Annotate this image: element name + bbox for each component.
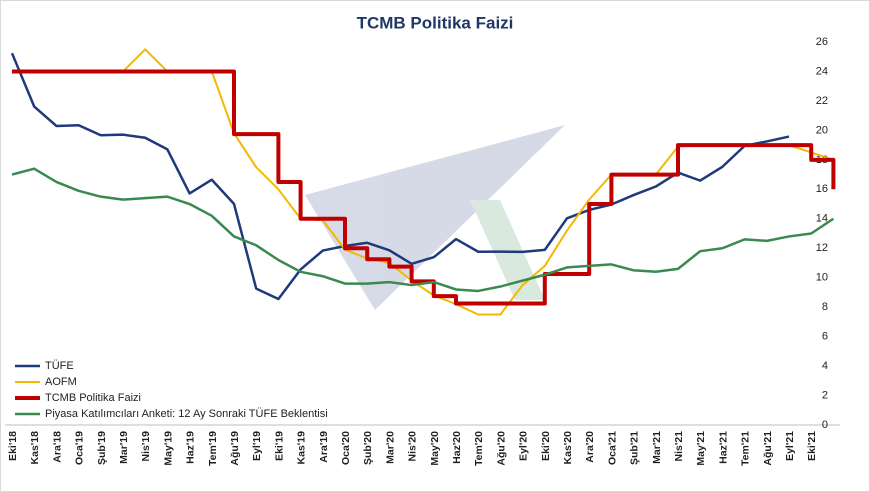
x-tick-label: May'21	[695, 431, 707, 466]
x-tick-label: May'20	[429, 431, 441, 466]
x-tick-label: Ara'20	[584, 431, 596, 463]
x-tick-label: Eki'18	[7, 431, 19, 461]
x-tick-label: Şub'20	[362, 431, 374, 465]
x-tick-label: Tem'21	[740, 431, 752, 466]
x-tick-label: Oca'19	[74, 431, 86, 465]
x-tick-label: Eki'20	[540, 431, 552, 461]
x-tick-label: Kas'19	[296, 431, 308, 465]
y-tick-label: 12	[816, 242, 828, 254]
x-tick-label: Ağu'21	[762, 431, 774, 466]
x-tick-label: Eyl'20	[518, 431, 530, 461]
y-tick-label: 16	[816, 183, 828, 195]
x-tick-label: Tem'19	[207, 431, 219, 466]
x-tick-label: Haz'19	[185, 431, 197, 464]
y-tick-label: 24	[816, 65, 828, 77]
x-tick-label: Mar'19	[118, 431, 130, 464]
y-tick-label: 8	[822, 301, 828, 313]
x-tick-label: Mar'20	[384, 431, 396, 464]
watermark	[305, 125, 565, 310]
x-tick-label: Eki'21	[806, 431, 818, 461]
x-tick-label: Ara'19	[318, 431, 330, 463]
x-tick-label: Nis'20	[407, 431, 419, 462]
y-tick-label: 2	[822, 389, 828, 401]
y-tick-label: 4	[822, 360, 828, 372]
legend-label: TÜFE	[45, 360, 74, 372]
y-tick-label: 10	[816, 272, 828, 284]
y-tick-label: 0	[822, 419, 828, 431]
x-tick-label: Oca'21	[606, 431, 618, 465]
y-tick-label: 22	[816, 95, 828, 107]
chart-title: TCMB Politika Faizi	[357, 13, 514, 32]
x-tick-label: Kas'18	[29, 431, 41, 465]
x-tick-label: Nis'19	[140, 431, 152, 462]
legend-label: AOFM	[45, 376, 77, 388]
legend-label: Piyasa Katılımcıları Anketi: 12 Ay Sonra…	[45, 408, 328, 420]
x-tick-label: Eyl'21	[784, 431, 796, 461]
x-tick-label: Eyl'19	[251, 431, 263, 461]
y-tick-label: 6	[822, 331, 828, 343]
x-tick-label: Haz'21	[717, 431, 729, 464]
x-tick-label: Haz'20	[451, 431, 463, 464]
series-line	[11, 167, 835, 293]
x-tick-label: May'19	[162, 431, 174, 466]
x-tick-label: Ağu'20	[495, 431, 507, 466]
x-tick-label: Mar'21	[651, 431, 663, 464]
legend-label: TCMB Politika Faizi	[45, 392, 141, 404]
x-tick-label: Kas'20	[562, 431, 574, 465]
x-tick-label: Şub'21	[629, 431, 641, 465]
y-tick-label: 26	[816, 36, 828, 48]
x-tick-label: Ağu'19	[229, 431, 241, 466]
x-tick-label: Ara'18	[51, 431, 63, 463]
x-tick-label: Şub'19	[96, 431, 108, 465]
x-tick-label: Oca'20	[340, 431, 352, 465]
y-tick-label: 20	[816, 124, 828, 136]
series-line	[10, 52, 790, 301]
y-tick-label: 14	[816, 213, 828, 225]
x-tick-label: Tem'20	[473, 431, 485, 466]
x-tick-label: Eki'19	[273, 431, 285, 461]
x-tick-label: Nis'21	[673, 431, 685, 462]
